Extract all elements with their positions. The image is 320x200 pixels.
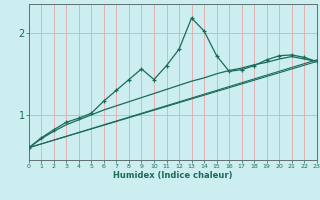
X-axis label: Humidex (Indice chaleur): Humidex (Indice chaleur) xyxy=(113,171,233,180)
